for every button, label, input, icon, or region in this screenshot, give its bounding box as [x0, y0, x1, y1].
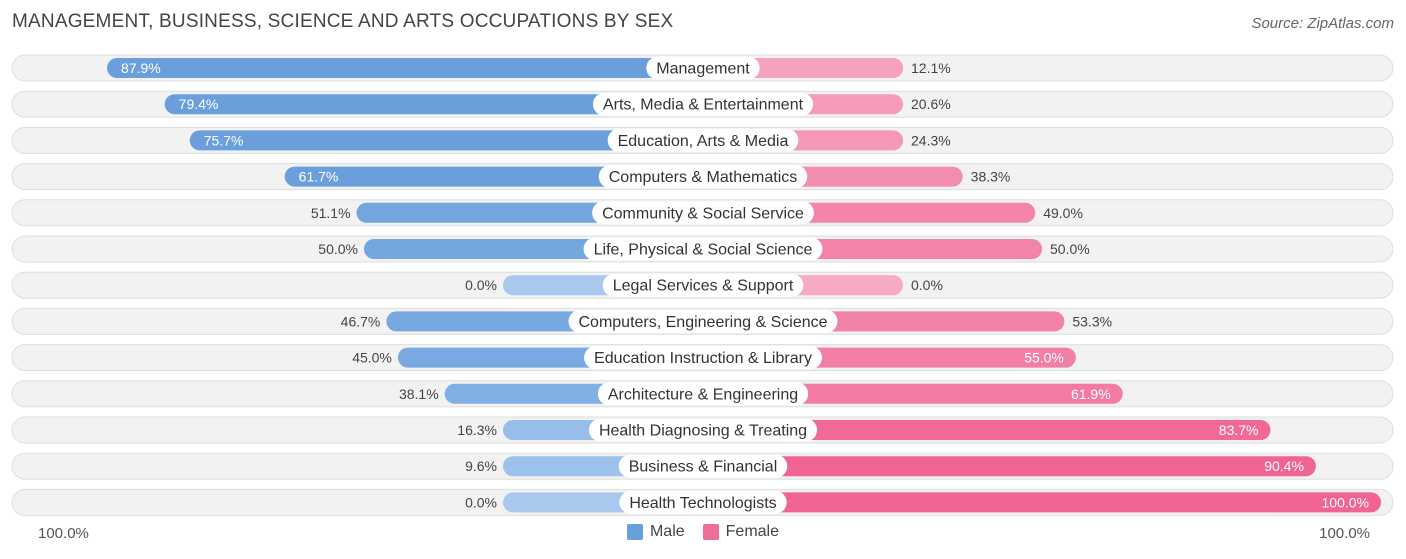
- category-label: Health Technologists: [629, 495, 776, 512]
- category-label-pill: [597, 382, 809, 406]
- category-label-pill: [598, 165, 808, 189]
- bar-female: [693, 456, 1316, 477]
- category-label: Management: [656, 61, 750, 78]
- legend-label-male: Male: [649, 523, 685, 540]
- value-label-female: 24.3%: [911, 132, 951, 148]
- category-label-pill: [592, 92, 814, 116]
- value-label-male: 0.0%: [465, 277, 497, 293]
- bar-male: [189, 130, 713, 151]
- value-label-female: 53.3%: [1072, 313, 1112, 329]
- category-label-pill: [602, 273, 804, 297]
- category-label: Arts, Media & Entertainment: [603, 97, 804, 114]
- value-label-female: 90.4%: [1264, 458, 1304, 474]
- value-label-male: 50.0%: [318, 241, 358, 257]
- value-label-female: 0.0%: [911, 277, 943, 293]
- value-label-male: 61.7%: [299, 169, 339, 185]
- value-label-male: 45.0%: [352, 350, 392, 366]
- bar-female: [693, 420, 1271, 440]
- category-label-pill: [646, 56, 760, 80]
- category-label-pill: [568, 309, 838, 333]
- value-label-male: 51.1%: [311, 205, 351, 221]
- value-label-female: 50.0%: [1050, 241, 1090, 257]
- category-label: Architecture & Engineering: [608, 386, 798, 403]
- value-label-male: 16.3%: [457, 422, 497, 438]
- value-label-female: 20.6%: [911, 96, 951, 112]
- bar-male: [107, 58, 713, 78]
- value-label-female: 100.0%: [1322, 494, 1369, 510]
- category-label: Business & Financial: [629, 459, 778, 476]
- category-label-pill: [588, 418, 818, 442]
- value-label-female: 12.1%: [911, 60, 951, 76]
- bar-female: [693, 492, 1381, 513]
- chart-title: MANAGEMENT, BUSINESS, SCIENCE AND ARTS O…: [12, 11, 674, 32]
- value-label-male: 87.9%: [121, 60, 161, 76]
- legend-swatch-female: [702, 524, 719, 540]
- category-label: Computers, Engineering & Science: [578, 314, 827, 331]
- category-label-pill: [607, 128, 799, 152]
- category-label-pill: [619, 490, 787, 514]
- value-label-female: 38.3%: [971, 169, 1011, 185]
- axis-left-label: 100.0%: [38, 525, 89, 542]
- value-label-female: 61.9%: [1071, 386, 1111, 402]
- value-label-female: 55.0%: [1024, 350, 1064, 366]
- legend-label-female: Female: [725, 523, 780, 540]
- legend: Male Female: [0, 523, 1406, 541]
- category-label: Life, Physical & Social Science: [594, 242, 813, 259]
- legend-item-male: Male: [626, 523, 685, 541]
- value-label-male: 79.4%: [179, 96, 219, 112]
- value-label-female: 83.7%: [1219, 422, 1259, 438]
- category-label: Legal Services & Support: [613, 278, 794, 295]
- legend-item-female: Female: [702, 523, 780, 541]
- category-label: Education, Arts & Media: [618, 133, 789, 150]
- value-label-male: 0.0%: [465, 494, 497, 510]
- category-label-pill: [583, 237, 823, 261]
- value-label-male: 9.6%: [465, 458, 497, 474]
- category-label-pill: [618, 454, 788, 478]
- category-label: Computers & Mathematics: [609, 169, 798, 186]
- category-label: Health Diagnosing & Treating: [599, 423, 807, 440]
- category-label: Education Instruction & Library: [594, 350, 812, 367]
- value-label-male: 38.1%: [399, 386, 439, 402]
- legend-swatch-male: [626, 524, 643, 540]
- category-label-pill: [592, 201, 814, 225]
- source-credit: Source: ZipAtlas.com: [1251, 15, 1394, 32]
- value-label-male: 75.7%: [204, 132, 244, 148]
- value-label-male: 46.7%: [341, 313, 381, 329]
- bar-male: [164, 94, 714, 115]
- category-label-pill: [584, 346, 822, 370]
- value-label-female: 49.0%: [1043, 205, 1083, 221]
- axis-right-label: 100.0%: [1319, 525, 1370, 542]
- category-label: Community & Social Service: [602, 205, 804, 222]
